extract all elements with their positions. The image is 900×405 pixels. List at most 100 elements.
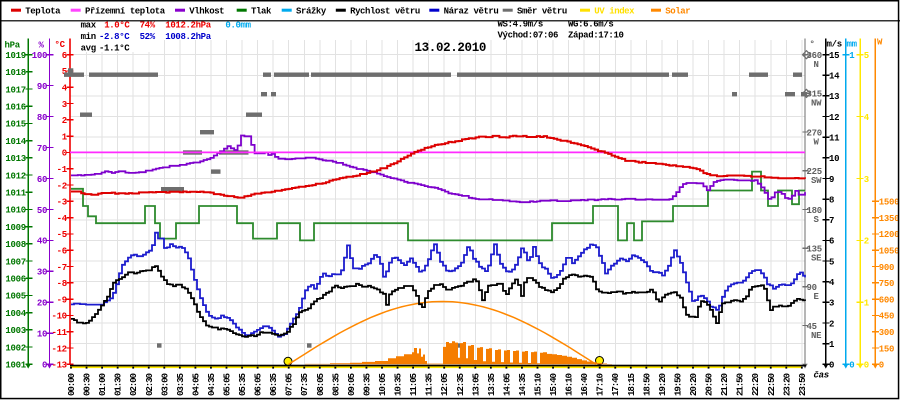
svg-text:9: 9: [829, 175, 834, 185]
svg-text:°: °: [810, 40, 815, 50]
svg-text:Náraz větru: Náraz větru: [444, 7, 499, 17]
svg-text:74%: 74%: [140, 21, 156, 31]
svg-text:00:30: 00:30: [82, 374, 93, 396]
svg-text:1004: 1004: [5, 309, 26, 319]
svg-text:10:35: 10:35: [393, 373, 404, 396]
svg-text:-3: -3: [57, 198, 67, 208]
svg-text:Přízemní teplota: Přízemní teplota: [85, 7, 166, 17]
svg-text:11: 11: [829, 133, 840, 143]
svg-text:7: 7: [829, 216, 834, 226]
svg-text:1019: 1019: [5, 51, 25, 61]
svg-text:1: 1: [864, 299, 870, 309]
svg-text:150: 150: [879, 344, 894, 354]
svg-text:UV index: UV index: [594, 7, 635, 17]
svg-text:W: W: [814, 137, 820, 147]
svg-text:-1: -1: [57, 165, 68, 175]
svg-text:315: 315: [807, 90, 822, 100]
svg-text:NE: NE: [811, 331, 822, 341]
svg-text:00:00: 00:00: [66, 374, 77, 396]
svg-text:1350: 1350: [879, 214, 899, 224]
svg-text:1009: 1009: [5, 223, 25, 233]
svg-text:SW: SW: [811, 176, 822, 186]
svg-text:07:05: 07:05: [284, 373, 295, 396]
svg-text:13.02.2010: 13.02.2010: [415, 41, 487, 55]
svg-text:S: S: [814, 215, 820, 225]
svg-text:1014: 1014: [5, 137, 26, 147]
svg-text:12:05: 12:05: [439, 373, 450, 396]
svg-text:08:35: 08:35: [330, 373, 341, 396]
svg-text:16:10: 16:10: [564, 374, 575, 396]
svg-text:N: N: [814, 60, 819, 70]
svg-text:-9: -9: [57, 295, 67, 305]
svg-text:1018: 1018: [5, 68, 25, 78]
svg-text:90: 90: [807, 283, 817, 293]
svg-text:17:10: 17:10: [595, 374, 606, 396]
svg-text:Rychlost větru: Rychlost větru: [350, 7, 420, 17]
svg-text:02:00: 02:00: [128, 374, 139, 396]
svg-text:-2: -2: [57, 181, 67, 191]
svg-text:Východ:07:06: Východ:07:06: [498, 31, 559, 41]
svg-text:%: %: [39, 41, 45, 51]
svg-text:13: 13: [829, 92, 839, 102]
svg-text:-12: -12: [51, 344, 66, 354]
svg-text:0: 0: [829, 361, 834, 371]
svg-text:0: 0: [849, 361, 854, 371]
svg-text:1007: 1007: [5, 257, 25, 267]
svg-text:3: 3: [829, 299, 834, 309]
svg-text:mm: mm: [847, 40, 858, 50]
svg-text:08:05: 08:05: [315, 373, 326, 396]
svg-text:-5: -5: [57, 230, 67, 240]
svg-text:09:35: 09:35: [361, 373, 372, 396]
svg-text:12:35: 12:35: [455, 373, 466, 396]
svg-text:12: 12: [829, 113, 839, 123]
svg-text:60: 60: [37, 175, 47, 185]
svg-text:čas: čas: [814, 370, 829, 380]
svg-text:5: 5: [62, 67, 67, 77]
svg-text:1010: 1010: [5, 206, 25, 216]
svg-text:04:05: 04:05: [190, 373, 201, 396]
svg-text:min: min: [81, 32, 96, 42]
svg-text:1: 1: [829, 340, 835, 350]
svg-text:05:35: 05:35: [237, 373, 248, 396]
svg-text:70: 70: [37, 144, 47, 154]
svg-text:1002: 1002: [5, 343, 25, 353]
svg-text:19:50: 19:50: [673, 374, 684, 396]
svg-text:20: 20: [37, 299, 47, 309]
svg-text:4: 4: [62, 84, 68, 94]
svg-text:40: 40: [37, 237, 47, 247]
svg-text:07:35: 07:35: [299, 373, 310, 396]
svg-text:45: 45: [807, 322, 817, 332]
svg-text:SE: SE: [811, 253, 822, 263]
svg-text:19:20: 19:20: [657, 374, 668, 396]
svg-text:22:20: 22:20: [750, 374, 761, 396]
svg-text:0: 0: [42, 361, 47, 371]
svg-text:225: 225: [807, 167, 822, 177]
svg-text:Srážky: Srážky: [296, 7, 327, 17]
svg-text:10: 10: [829, 154, 839, 164]
svg-text:01:00: 01:00: [97, 374, 108, 396]
svg-text:2: 2: [864, 237, 869, 247]
svg-text:1003: 1003: [5, 326, 25, 336]
svg-text:15:10: 15:10: [533, 374, 544, 396]
svg-text:21:50: 21:50: [735, 374, 746, 396]
svg-text:5: 5: [829, 257, 834, 267]
svg-text:23:20: 23:20: [781, 374, 792, 396]
svg-text:NW: NW: [811, 99, 822, 109]
svg-text:52%: 52%: [140, 32, 156, 42]
svg-text:01:30: 01:30: [113, 374, 124, 396]
svg-text:0: 0: [879, 361, 884, 371]
svg-text:1015: 1015: [5, 120, 25, 130]
svg-text:17:40: 17:40: [610, 374, 621, 396]
svg-text:100: 100: [32, 51, 47, 61]
svg-text:WG:6.6m/s: WG:6.6m/s: [568, 19, 613, 29]
svg-text:4: 4: [864, 113, 870, 123]
svg-text:600: 600: [879, 295, 894, 305]
svg-text:Solar: Solar: [665, 7, 690, 17]
svg-text:E: E: [814, 292, 820, 302]
svg-text:750: 750: [879, 279, 894, 289]
svg-text:1006: 1006: [5, 275, 25, 285]
svg-text:180: 180: [807, 206, 822, 216]
svg-text:14:35: 14:35: [517, 373, 528, 396]
svg-text:1016: 1016: [5, 103, 25, 113]
svg-text:11:35: 11:35: [424, 373, 435, 396]
